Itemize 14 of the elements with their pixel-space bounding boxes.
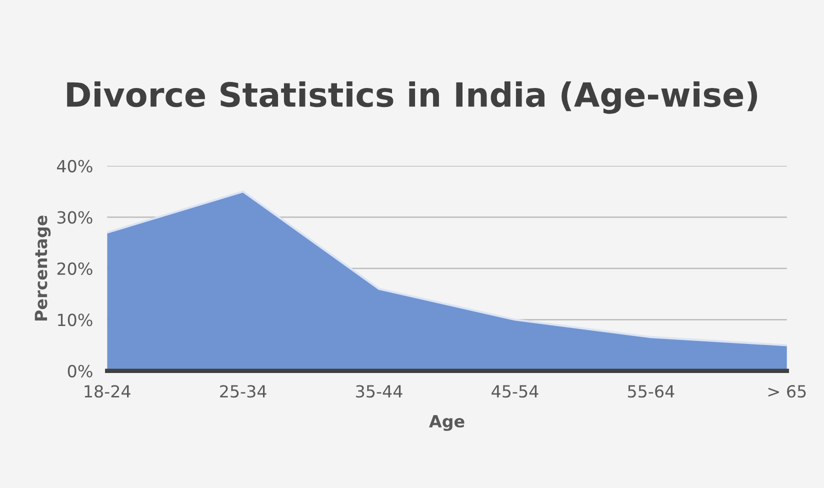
x-tick-label: 45-54 (492, 385, 538, 398)
y-tick-label: 20% (57, 262, 92, 275)
x-tick-label: 55-64 (628, 385, 674, 398)
y-tick-label: 40% (57, 160, 92, 172)
chart-title: Divorce Statistics in India (Age-wise) (67, 81, 758, 114)
x-tick-label: > 65 (768, 385, 806, 398)
x-tick-label: 18-24 (84, 385, 130, 398)
x-axis-title: Age (429, 415, 464, 431)
y-tick-label: 10% (58, 314, 92, 326)
x-tick-label: 35-44 (356, 385, 402, 398)
x-tick-label: 25-34 (220, 385, 266, 398)
y-tick-label: 0% (68, 364, 92, 378)
y-axis-title: Percentage (34, 216, 51, 320)
y-tick-label: 30% (57, 211, 92, 224)
